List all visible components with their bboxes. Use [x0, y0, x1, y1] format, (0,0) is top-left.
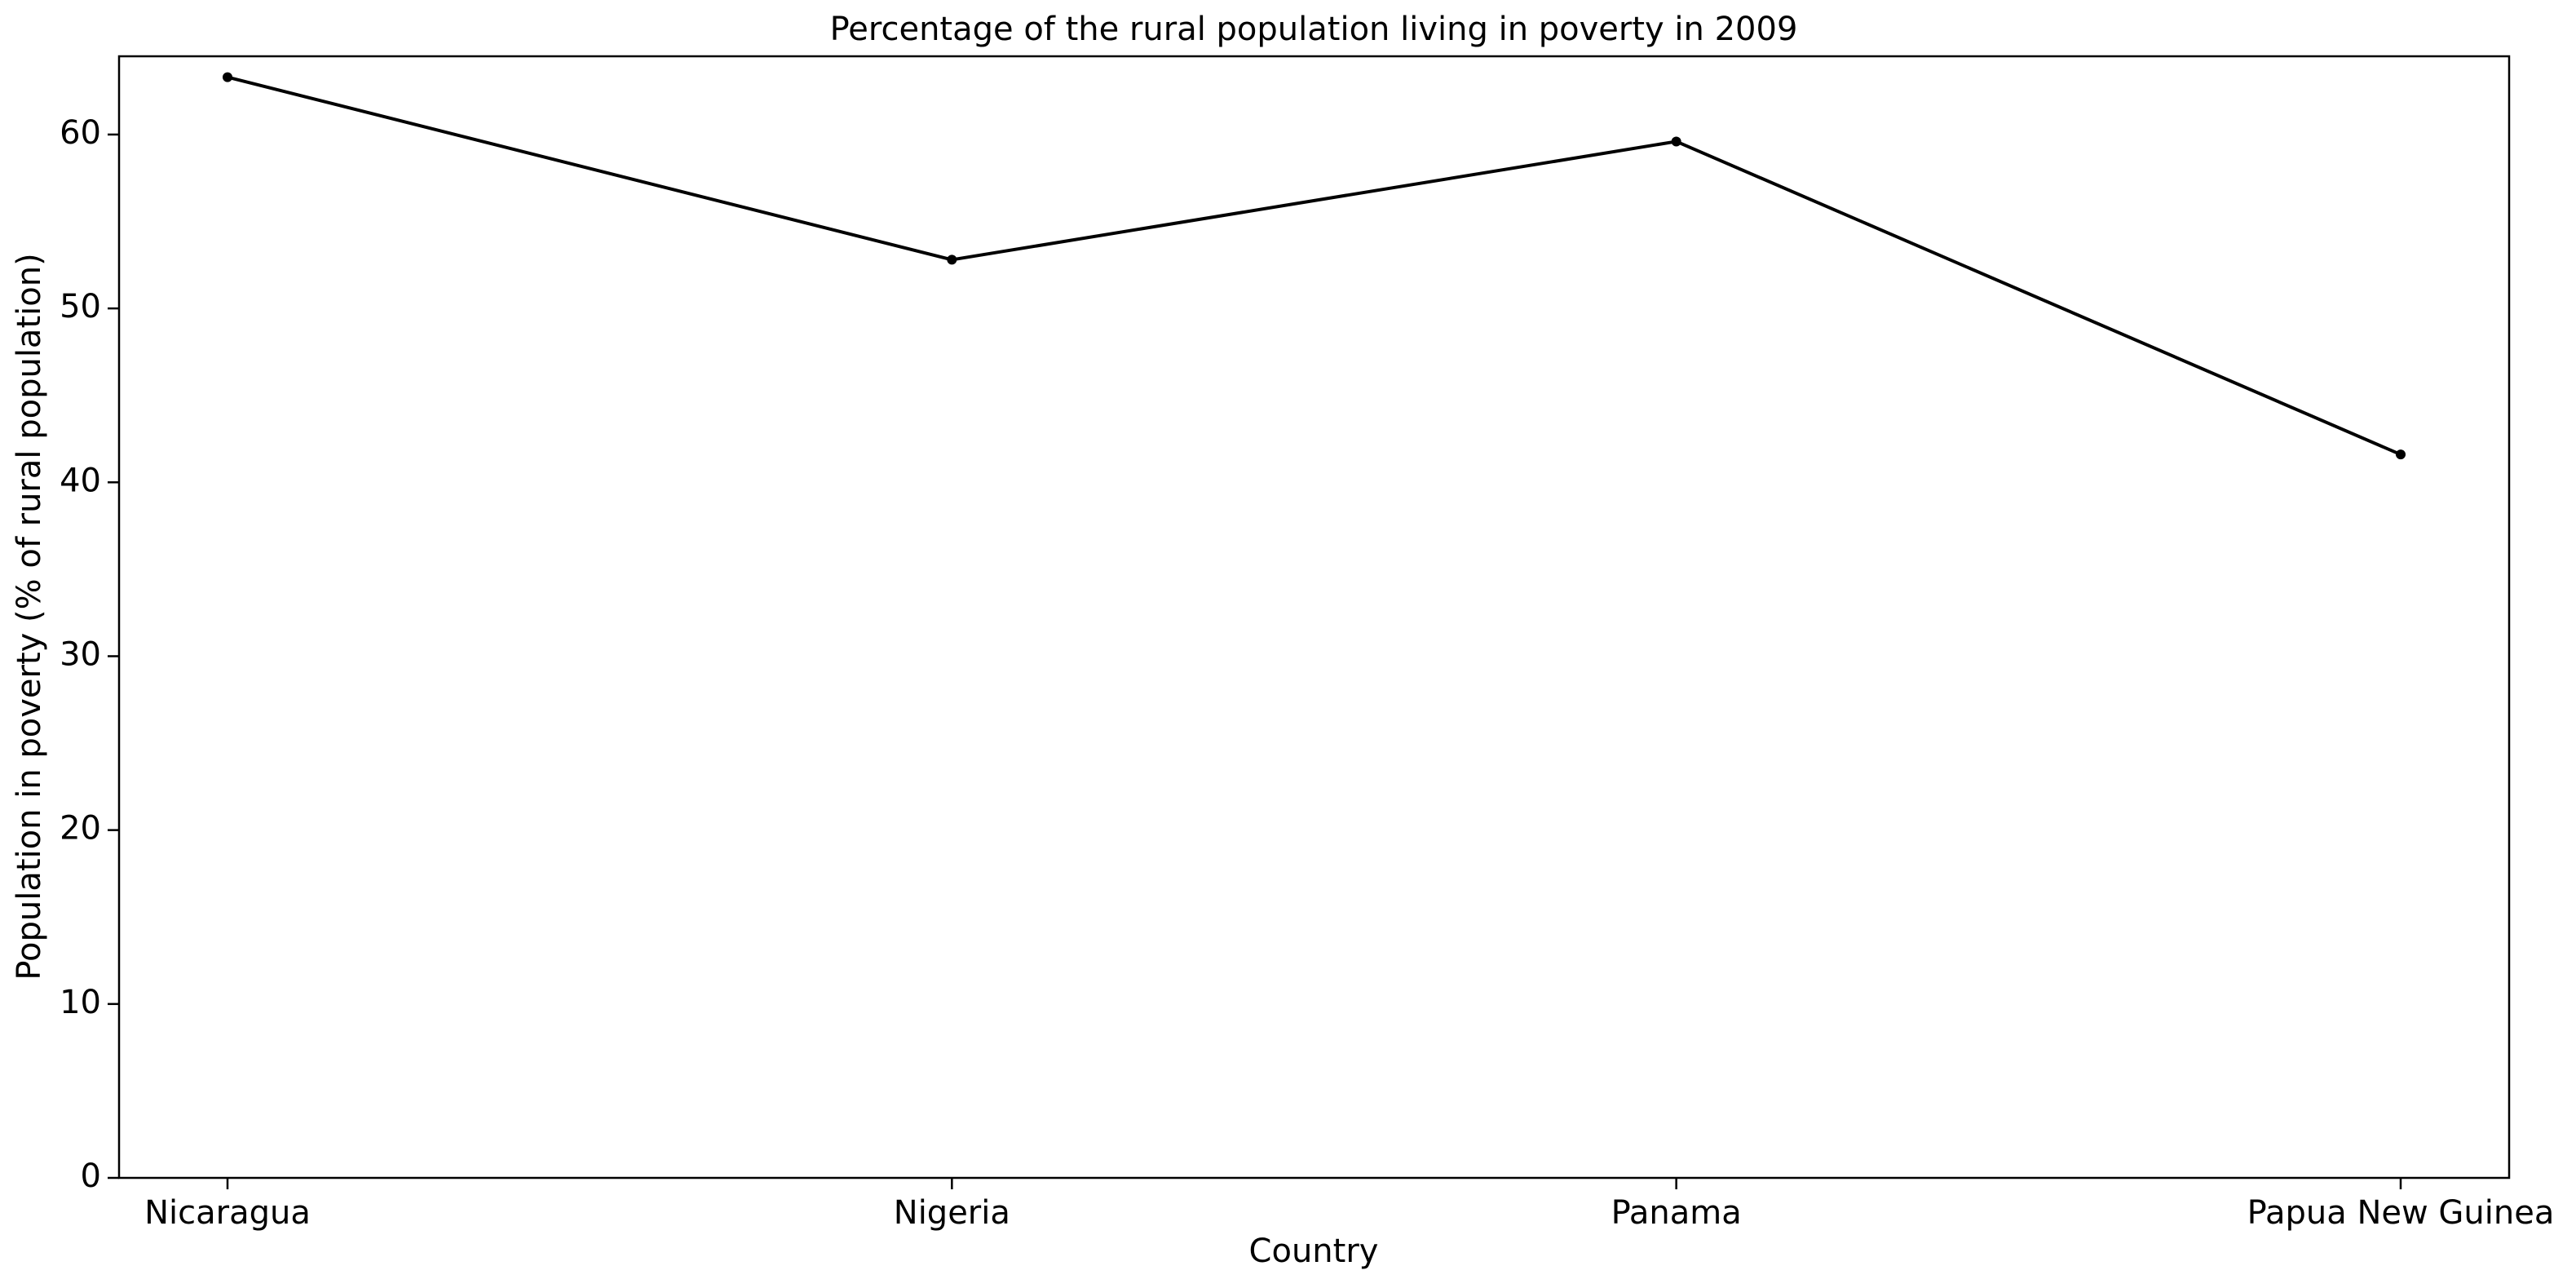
y-tick-label: 60 — [60, 114, 101, 152]
plot-area-frame — [117, 55, 2511, 1180]
y-tick-label: 50 — [60, 288, 101, 325]
data-point — [1671, 136, 1681, 147]
series-layer — [223, 72, 2406, 460]
chart-title: Percentage of the rural population livin… — [830, 11, 1798, 48]
data-point — [2396, 449, 2406, 460]
y-tick-label: 40 — [60, 462, 101, 499]
y-axis-ticks: 0 10 20 30 40 50 60 — [60, 114, 119, 1195]
data-point — [223, 72, 232, 82]
data-point — [947, 255, 957, 265]
x-tick-label: Nicaragua — [144, 1194, 311, 1232]
x-tick-label: Panama — [1611, 1194, 1742, 1232]
x-axis-ticks: Nicaragua Nigeria Panama Papua New Guinea — [144, 1178, 2554, 1232]
y-tick-label: 0 — [81, 1157, 101, 1195]
y-tick-label: 20 — [60, 810, 101, 848]
x-tick-label: Nigeria — [894, 1194, 1010, 1232]
y-tick-label: 30 — [60, 635, 101, 673]
x-axis-label: Country — [1249, 1233, 1379, 1270]
series-line — [227, 75, 2401, 457]
y-axis-label: Population in poverty (% of rural popula… — [11, 253, 48, 980]
x-tick-label: Papua New Guinea — [2247, 1194, 2555, 1232]
y-tick-label: 10 — [60, 984, 101, 1021]
